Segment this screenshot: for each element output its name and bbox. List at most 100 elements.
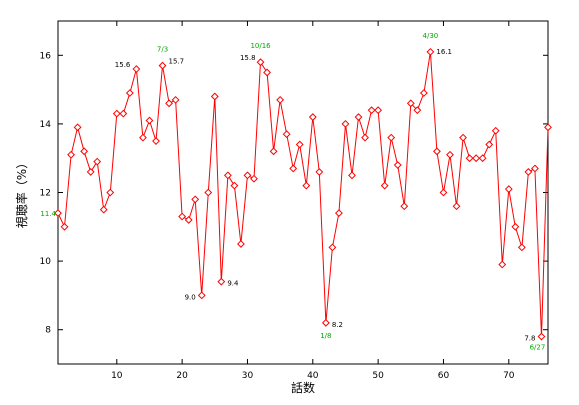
data-point (426, 47, 435, 56)
data-point (413, 106, 422, 115)
data-point (544, 123, 552, 132)
data-point (472, 154, 481, 163)
data-markers (54, 47, 552, 341)
data-point (276, 95, 285, 104)
data-point (387, 133, 396, 142)
data-point (321, 318, 330, 327)
data-point (125, 89, 134, 97)
data-point (106, 188, 115, 197)
data-point (210, 92, 219, 101)
y-axis: 8 10 12 14 16 (40, 51, 548, 336)
value-label: 15.8 (240, 54, 256, 62)
data-point (328, 243, 337, 252)
data-point (54, 209, 62, 217)
data-point (302, 181, 311, 190)
x-tick-label: 20 (176, 371, 188, 381)
data-point (478, 154, 487, 163)
data-point (73, 123, 82, 132)
value-label: 9.0 (185, 293, 196, 301)
y-tick-label: 8 (45, 326, 51, 336)
x-axis-title: 話数 (291, 380, 315, 395)
date-label: 4/30 (423, 32, 439, 40)
data-point (112, 109, 121, 118)
data-point (165, 99, 173, 108)
data-point (511, 222, 520, 231)
x-tick-label: 60 (438, 371, 450, 381)
data-point (361, 133, 369, 142)
data-point (145, 116, 154, 125)
data-point (419, 89, 428, 97)
value-label: 9.4 (227, 280, 239, 288)
value-label: 15.7 (169, 58, 185, 66)
data-point (204, 188, 213, 197)
value-label: 8.2 (332, 321, 343, 329)
y-tick-label: 12 (40, 189, 51, 199)
annotations: 15.6 15.77/3 15.8 10/16 16.1 4/30 11.4 9.0 9.4 8.… (40, 32, 545, 352)
data-point (191, 195, 200, 204)
data-point (406, 99, 415, 108)
data-point (531, 164, 539, 173)
date-label: 1/8 (320, 332, 331, 340)
data-point (341, 119, 350, 128)
y-axis-title: 視聴率（%） (14, 157, 29, 228)
x-tick-label: 10 (111, 371, 123, 381)
data-point (485, 140, 494, 149)
data-point (537, 332, 546, 341)
data-point (132, 65, 141, 73)
data-point (433, 147, 441, 156)
date-label: 6/27 (530, 344, 546, 352)
data-point (446, 150, 454, 159)
data-point (119, 109, 128, 118)
data-point (354, 113, 363, 121)
plot-area (57, 20, 549, 365)
x-tick-label: 50 (372, 371, 384, 381)
value-label: 15.6 (115, 61, 131, 69)
data-point (269, 147, 278, 156)
data-point (184, 216, 193, 224)
value-label: 7.8 (524, 335, 535, 343)
data-point (93, 157, 102, 166)
data-point (139, 133, 147, 142)
date-label: 10/16 (250, 42, 271, 50)
data-point (498, 260, 507, 269)
data-point (99, 205, 108, 214)
data-point (524, 168, 533, 176)
data-point (243, 171, 252, 180)
data-point (171, 95, 180, 104)
data-point (465, 154, 474, 163)
x-tick-label: 70 (503, 371, 515, 381)
data-point (67, 150, 75, 159)
data-point (367, 106, 376, 115)
data-point (348, 171, 356, 180)
data-point (374, 106, 383, 115)
data-point (178, 212, 187, 221)
date-label: 7/3 (157, 46, 168, 54)
y-tick-label: 14 (40, 120, 52, 130)
data-point (452, 202, 461, 211)
data-point (263, 68, 271, 77)
data-point (315, 168, 324, 176)
data-point (504, 185, 513, 193)
value-label: 16.1 (436, 48, 452, 56)
data-point (250, 174, 258, 183)
data-point (60, 222, 69, 231)
series-line (57, 51, 549, 337)
y-tick-label: 16 (40, 51, 52, 61)
data-point (158, 61, 167, 70)
data-point (459, 133, 467, 142)
data-point (282, 130, 291, 139)
x-tick-label: 40 (307, 371, 319, 381)
y-tick-label: 10 (40, 257, 52, 267)
data-point (491, 126, 500, 135)
data-point (400, 202, 409, 211)
data-point (237, 240, 245, 248)
data-point (295, 140, 304, 149)
data-point (80, 147, 89, 156)
x-axis: 10 20 30 40 50 60 70 (111, 21, 515, 381)
data-point (335, 209, 343, 217)
data-point (217, 277, 226, 286)
data-point (308, 113, 317, 121)
date-label: 11.4 (40, 210, 56, 218)
x-tick-label: 30 (242, 371, 254, 381)
